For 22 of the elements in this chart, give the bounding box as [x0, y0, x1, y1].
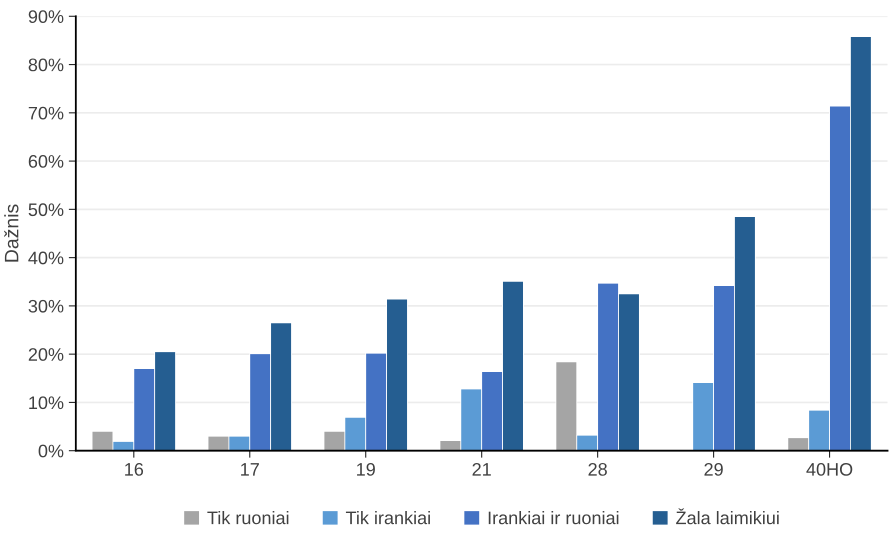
- legend-label: Tik irankiai: [346, 511, 430, 524]
- y-tick-label: 80%: [28, 58, 64, 72]
- y-tick-label: 20%: [28, 348, 64, 361]
- y-tick-label: 90%: [28, 10, 64, 24]
- x-tick-label: 19: [357, 462, 375, 476]
- x-tick-label: 40HO: [806, 462, 852, 476]
- x-tick-label: 16: [125, 462, 144, 476]
- y-tick-label: 40%: [28, 252, 64, 264]
- x-tick-label: 21: [472, 462, 491, 476]
- legend-label: Tik ruoniai: [207, 511, 288, 524]
- legend-label: Žala laimikiui: [676, 508, 779, 524]
- x-tick-label: 17: [241, 463, 259, 476]
- y-tick-label: 50%: [28, 203, 64, 216]
- y-tick-label: 70%: [28, 106, 64, 120]
- y-tick-label: 10%: [29, 396, 64, 410]
- y-tick-label: 0%: [38, 444, 64, 458]
- x-tick-label: 29: [704, 462, 723, 476]
- legend-label: Irankiai ir ruoniai: [488, 511, 618, 524]
- y-axis-title: Dažnis: [4, 204, 18, 262]
- y-tick-label: 30%: [28, 300, 64, 313]
- y-tick-label: 60%: [28, 155, 64, 168]
- x-tick-label: 28: [588, 462, 607, 476]
